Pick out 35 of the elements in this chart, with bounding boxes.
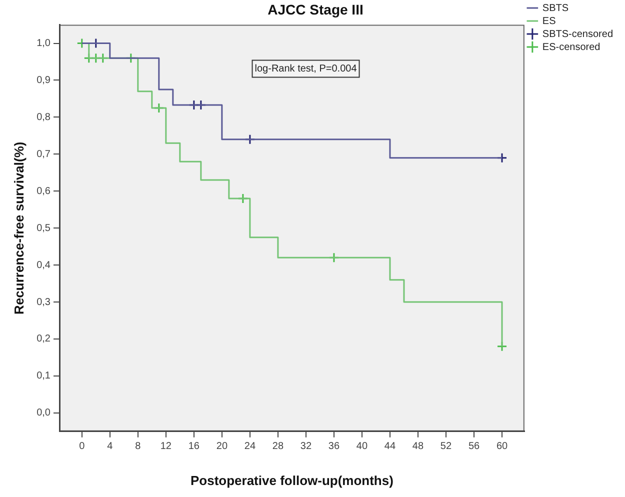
x-tick-label: 56 (468, 441, 480, 452)
x-tick-label: 52 (440, 441, 452, 452)
x-tick-label: 16 (188, 441, 200, 452)
y-tick-label: 0,7 (36, 148, 51, 160)
x-tick-label: 12 (160, 441, 172, 452)
y-axis-title: Recurrence-free survival(%) (11, 142, 26, 314)
x-tick-label: 48 (412, 441, 424, 452)
legend-label: ES (542, 16, 556, 27)
x-tick-label: 24 (244, 441, 256, 452)
y-tick-label: 0,2 (36, 334, 51, 345)
x-tick-label: 8 (135, 441, 142, 452)
y-tick-label: 0,9 (36, 74, 51, 86)
y-tick-label: 0,6 (36, 186, 51, 197)
x-tick-label: 44 (384, 441, 396, 452)
x-tick-label: 28 (272, 441, 284, 452)
x-tick-label: 40 (356, 441, 368, 452)
y-tick-label: 0,3 (36, 296, 51, 308)
y-tick-label: 1,0 (36, 38, 51, 50)
legend-label: SBTS-censored (542, 28, 614, 40)
x-axis-title: Postoperative follow-up(months) (190, 472, 394, 488)
y-tick-label: 0,4 (36, 260, 51, 271)
x-tick-label: 32 (300, 441, 312, 452)
legend-label: ES-censored (542, 42, 600, 53)
y-tick-label: 0,8 (36, 112, 51, 123)
x-tick-label: 36 (328, 441, 340, 452)
legend-label: SBTS (542, 2, 569, 14)
x-tick-label: 0 (79, 441, 86, 452)
y-tick-label: 0,5 (36, 222, 51, 234)
annotation: log-Rank test, P=0.004 (254, 64, 358, 75)
x-tick-label: 60 (496, 441, 508, 452)
y-tick-label: 0,1 (36, 370, 51, 382)
chart-title: AJCC Stage III (268, 1, 364, 18)
x-tick-label: 20 (216, 441, 228, 452)
x-tick-label: 4 (107, 441, 114, 452)
y-tick-label: 0,0 (36, 408, 51, 419)
